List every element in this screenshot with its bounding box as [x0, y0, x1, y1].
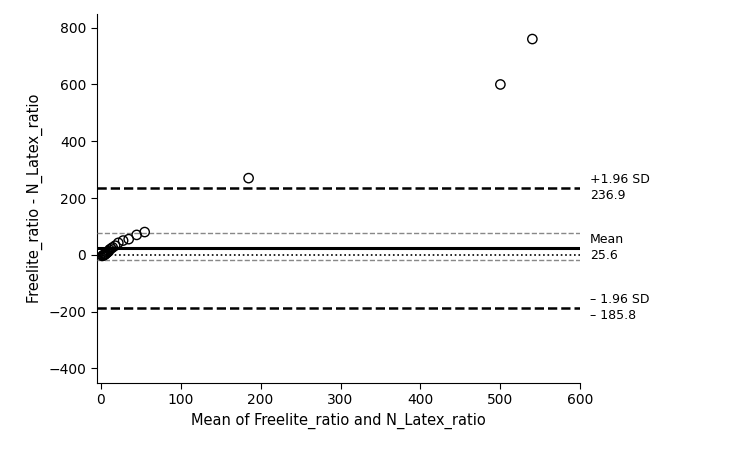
- Point: [106, 244, 118, 251]
- Y-axis label: Freelite_ratio - N_Latex_ratio: Freelite_ratio - N_Latex_ratio: [27, 93, 43, 303]
- Point: [98, 252, 110, 259]
- Point: [97, 252, 109, 260]
- Point: [138, 229, 150, 236]
- Point: [495, 81, 507, 88]
- Text: 25.6: 25.6: [590, 249, 618, 262]
- Text: Mean: Mean: [590, 233, 624, 246]
- Point: [103, 246, 115, 253]
- Point: [112, 239, 124, 247]
- Point: [99, 251, 111, 258]
- Point: [105, 245, 117, 252]
- Point: [103, 248, 115, 255]
- Point: [131, 231, 143, 239]
- Text: – 185.8: – 185.8: [590, 309, 636, 322]
- Point: [100, 250, 112, 257]
- Point: [102, 248, 114, 256]
- Point: [101, 249, 113, 256]
- Text: +1.96 SD: +1.96 SD: [590, 173, 650, 186]
- Text: – 1.96 SD: – 1.96 SD: [590, 292, 650, 306]
- X-axis label: Mean of Freelite_ratio and N_Latex_ratio: Mean of Freelite_ratio and N_Latex_ratio: [191, 413, 486, 429]
- Point: [99, 251, 111, 258]
- Point: [109, 242, 121, 249]
- Point: [243, 175, 254, 182]
- Point: [97, 252, 109, 259]
- Text: 236.9: 236.9: [590, 189, 626, 202]
- Point: [100, 250, 112, 257]
- Point: [123, 235, 135, 243]
- Point: [117, 237, 129, 244]
- Point: [527, 36, 539, 43]
